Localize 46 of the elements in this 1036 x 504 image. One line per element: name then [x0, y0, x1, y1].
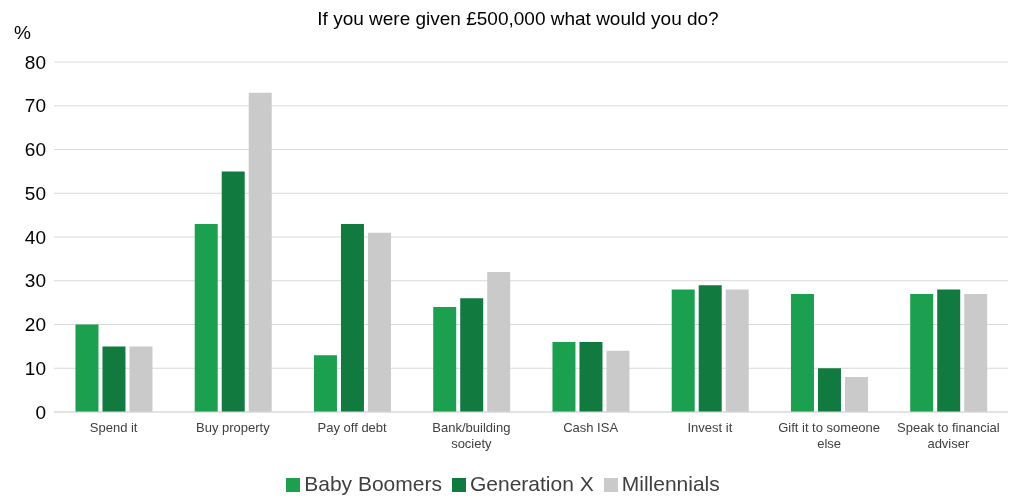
bar — [194, 223, 218, 412]
bar — [964, 293, 988, 412]
legend-label: Millennials — [621, 472, 720, 495]
bar — [221, 171, 245, 412]
legend-label: Baby Boomers — [304, 472, 442, 495]
bar — [552, 342, 576, 412]
bar — [487, 272, 511, 412]
y-axis-title: % — [14, 22, 31, 44]
y-tick-label: 20 — [24, 314, 46, 336]
x-tick-label: Buy property — [196, 420, 271, 435]
x-tick-label: Pay off debt — [317, 420, 388, 435]
x-tick-label: Speak to financial adviser — [897, 420, 1000, 451]
bar — [460, 298, 484, 412]
bar — [75, 324, 99, 412]
bar — [340, 223, 364, 412]
bar — [579, 342, 603, 412]
y-tick-label: 10 — [24, 357, 46, 379]
bar — [433, 307, 457, 412]
x-tick-label: Cash ISA — [563, 420, 619, 435]
bar — [725, 289, 749, 412]
bar — [248, 92, 272, 412]
y-tick-label: 40 — [24, 226, 46, 248]
bar — [790, 293, 814, 412]
y-tick-label: 50 — [24, 182, 46, 204]
x-tick-label: Invest it — [687, 420, 733, 435]
y-tick-label: 0 — [35, 401, 46, 423]
bar — [844, 377, 868, 412]
bar — [937, 289, 961, 412]
bar — [698, 285, 722, 412]
y-tick-label: 30 — [24, 270, 46, 292]
bar — [817, 368, 841, 412]
x-tick-label: Bank/building society — [432, 420, 511, 451]
x-tick-label: Gift it to someone else — [778, 420, 881, 451]
chart-title: If you were given £500,000 what would you do? — [317, 8, 719, 29]
bar — [606, 350, 630, 412]
x-tick-label: Spend it — [89, 420, 138, 435]
bar — [910, 293, 934, 412]
y-tick-label: 60 — [24, 139, 46, 161]
bar — [313, 355, 337, 412]
bar — [129, 346, 153, 412]
bar — [671, 289, 695, 412]
y-tick-label: 70 — [24, 95, 46, 117]
legend-label: Generation X — [469, 472, 594, 495]
bar — [102, 346, 126, 412]
y-tick-label: 80 — [24, 51, 46, 73]
bar — [367, 232, 391, 412]
